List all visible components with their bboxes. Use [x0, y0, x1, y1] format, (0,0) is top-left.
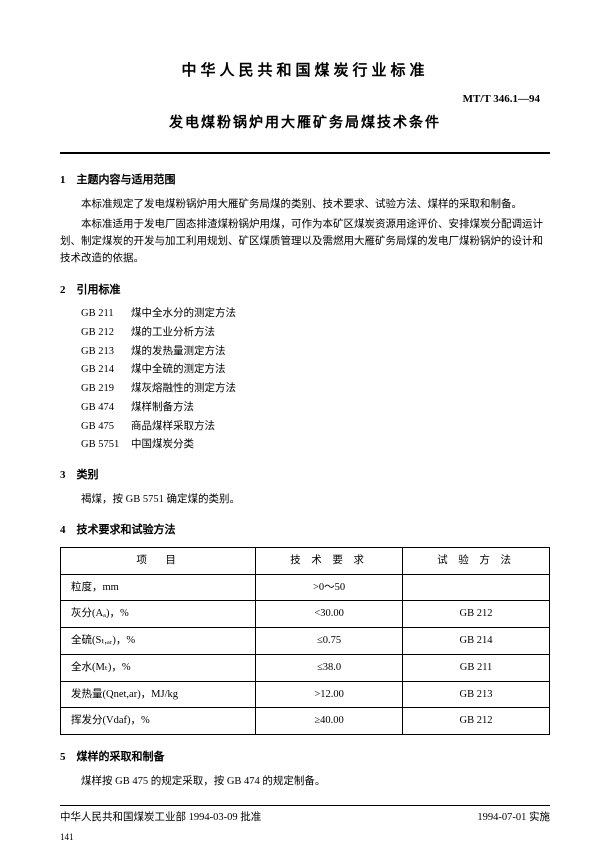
section3-para1: 褐煤，按 GB 5751 确定煤的类别。 — [60, 492, 550, 509]
reference-list: GB 211煤中全水分的测定方法GB 212煤的工业分析方法GB 213煤的发热… — [81, 306, 550, 453]
table-cell: 全水(Mₜ)，% — [61, 654, 256, 681]
reference-code: GB 212 — [81, 325, 131, 341]
table-row: 粒度，mm>0～50 — [61, 574, 550, 601]
reference-item: GB 475商品煤样采取方法 — [81, 419, 550, 435]
section2-heading: 2 引用标准 — [60, 282, 550, 299]
reference-title: 中国煤炭分类 — [131, 439, 194, 450]
reference-code: GB 213 — [81, 344, 131, 360]
table-cell: GB 211 — [403, 654, 550, 681]
doc-number: MT/T 346.1—94 — [60, 91, 550, 108]
reference-code: GB 475 — [81, 419, 131, 435]
reference-title: 煤的工业分析方法 — [131, 327, 215, 338]
org-title: 中华人民共和国煤炭行业标准 — [60, 60, 550, 83]
page-number: 141 — [60, 831, 550, 845]
table-cell: GB 214 — [403, 628, 550, 655]
table-cell: >0～50 — [256, 574, 403, 601]
table-cell — [403, 574, 550, 601]
table-row: 全水(Mₜ)，%≤38.0GB 211 — [61, 654, 550, 681]
reference-item: GB 213煤的发热量测定方法 — [81, 344, 550, 360]
table-cell: >12.00 — [256, 681, 403, 708]
table-cell: ≥40.00 — [256, 708, 403, 735]
table-cell: GB 212 — [403, 708, 550, 735]
reference-title: 煤的发热量测定方法 — [131, 346, 226, 357]
reference-code: GB 219 — [81, 381, 131, 397]
th-item: 项 目 — [61, 547, 256, 574]
reference-code: GB 214 — [81, 362, 131, 378]
section3-heading: 3 类别 — [60, 467, 550, 484]
table-cell: 挥发分(Vdaf)，% — [61, 708, 256, 735]
reference-item: GB 474煤样制备方法 — [81, 400, 550, 416]
table-cell: GB 212 — [403, 601, 550, 628]
reference-code: GB 474 — [81, 400, 131, 416]
footer: 中华人民共和国煤炭工业部 1994-03-09 批准 1994-07-01 实施 — [60, 805, 550, 826]
reference-code: GB 5751 — [81, 437, 131, 453]
table-row: 发热量(Qnet,ar)，MJ/kg>12.00GB 213 — [61, 681, 550, 708]
table-cell: 粒度，mm — [61, 574, 256, 601]
reference-item: GB 214煤中全硫的测定方法 — [81, 362, 550, 378]
reference-code: GB 211 — [81, 306, 131, 322]
reference-title: 煤样制备方法 — [131, 402, 194, 413]
section1-para1: 本标准规定了发电煤粉锅炉用大雁矿务局煤的类别、技术要求、试验方法、煤样的采取和制… — [60, 197, 550, 214]
table-cell: GB 213 — [403, 681, 550, 708]
header-divider — [60, 152, 550, 154]
table-cell: 发热量(Qnet,ar)，MJ/kg — [61, 681, 256, 708]
reference-item: GB 5751中国煤炭分类 — [81, 437, 550, 453]
reference-title: 煤灰熔融性的测定方法 — [131, 383, 236, 394]
section5-para1: 煤样按 GB 475 的规定采取，按 GB 474 的规定制备。 — [60, 774, 550, 791]
reference-item: GB 211煤中全水分的测定方法 — [81, 306, 550, 322]
section4-heading: 4 技术要求和试验方法 — [60, 522, 550, 539]
reference-title: 煤中全硫的测定方法 — [131, 364, 226, 375]
reference-item: GB 219煤灰熔融性的测定方法 — [81, 381, 550, 397]
spec-table: 项 目 技 术 要 求 试 验 方 法 粒度，mm>0～50灰分(Aₐ)，%<3… — [60, 547, 550, 735]
table-cell: <30.00 — [256, 601, 403, 628]
table-cell: ≤0.75 — [256, 628, 403, 655]
section1-para2: 本标准适用于发电厂固态排渣煤粉锅炉用煤，可作为本矿区煤炭资源用途评价、安排煤炭分… — [60, 217, 550, 267]
reference-item: GB 212煤的工业分析方法 — [81, 325, 550, 341]
footer-right: 1994-07-01 实施 — [477, 810, 550, 826]
reference-title: 煤中全水分的测定方法 — [131, 308, 236, 319]
table-header-row: 项 目 技 术 要 求 试 验 方 法 — [61, 547, 550, 574]
footer-left: 中华人民共和国煤炭工业部 1994-03-09 批准 — [60, 810, 261, 826]
table-cell: 全硫(Sₜ,ₐᵣ)，% — [61, 628, 256, 655]
table-row: 全硫(Sₜ,ₐᵣ)，%≤0.75GB 214 — [61, 628, 550, 655]
reference-title: 商品煤样采取方法 — [131, 421, 215, 432]
table-cell: 灰分(Aₐ)，% — [61, 601, 256, 628]
th-req: 技 术 要 求 — [256, 547, 403, 574]
th-method: 试 验 方 法 — [403, 547, 550, 574]
doc-subtitle: 发电煤粉锅炉用大雁矿务局煤技术条件 — [60, 113, 550, 134]
section5-heading: 5 煤样的采取和制备 — [60, 749, 550, 766]
table-cell: ≤38.0 — [256, 654, 403, 681]
table-row: 灰分(Aₐ)，%<30.00GB 212 — [61, 601, 550, 628]
section1-heading: 1 主题内容与适用范围 — [60, 172, 550, 189]
table-row: 挥发分(Vdaf)，%≥40.00GB 212 — [61, 708, 550, 735]
